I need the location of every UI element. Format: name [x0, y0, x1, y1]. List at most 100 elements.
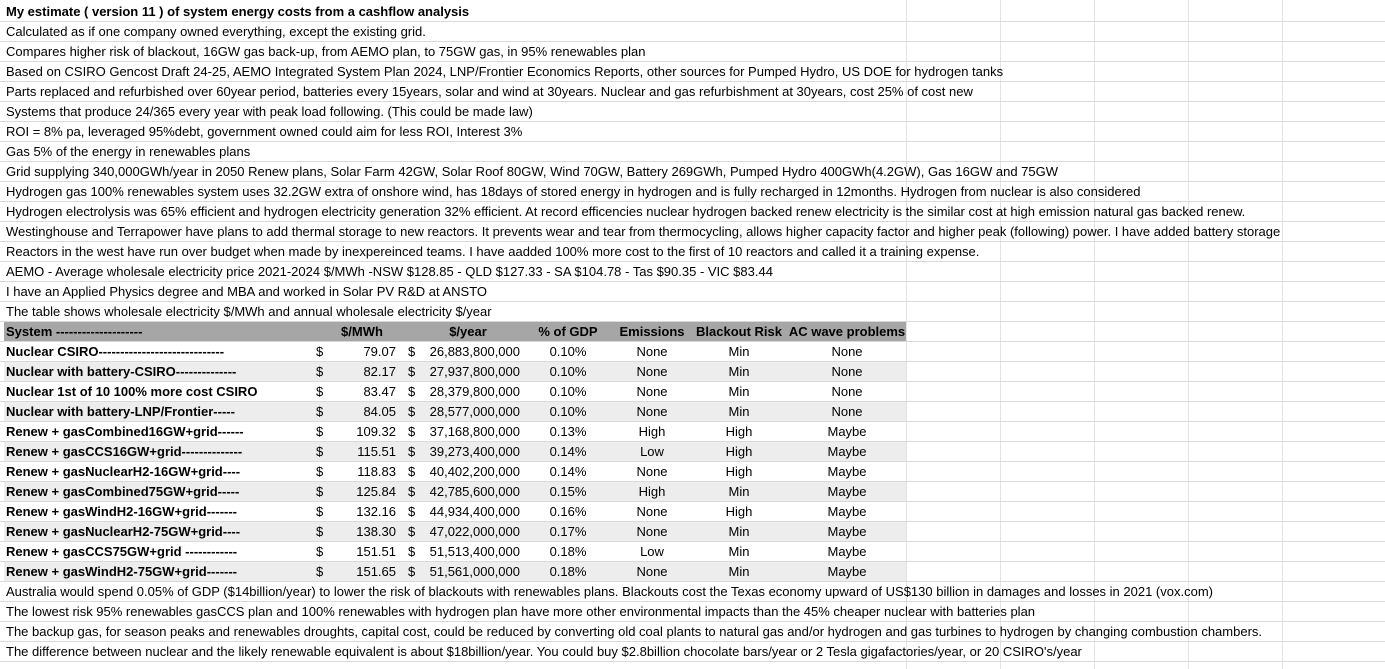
sheet-title[interactable]: My estimate ( version 11 ) of system ene… — [6, 4, 470, 19]
cell-year[interactable]: 37,168,800,000 — [429, 424, 520, 439]
note-line[interactable]: Based on CSIRO Gencost Draft 24-25, AEMO… — [6, 64, 1004, 79]
cell-currency[interactable]: $ — [316, 484, 324, 499]
cell-year[interactable]: 40,402,200,000 — [429, 464, 520, 479]
note-line[interactable]: Parts replaced and refurbished over 60ye… — [6, 84, 973, 99]
cell-ac-wave[interactable]: Maybe — [827, 524, 867, 539]
note-line[interactable]: Compares higher risk of blackout, 16GW g… — [6, 44, 646, 59]
note-line[interactable]: Reactors in the west have run over budge… — [6, 244, 980, 259]
cell-currency[interactable]: $ — [408, 404, 416, 419]
cell-currency[interactable]: $ — [316, 544, 324, 559]
cell-emissions[interactable]: None — [636, 404, 668, 419]
cell-system[interactable]: Renew + gasCCS16GW+grid-------------- — [6, 444, 243, 459]
header-emissions[interactable]: Emissions — [619, 324, 685, 339]
cell-currency[interactable]: $ — [316, 444, 324, 459]
note-line[interactable]: I have an Applied Physics degree and MBA… — [6, 284, 488, 299]
cell-gdp[interactable]: 0.14% — [549, 444, 587, 459]
cell-system[interactable]: Renew + gasWindH2-75GW+grid------- — [6, 564, 238, 579]
cell-blackout-risk[interactable]: Min — [728, 364, 750, 379]
cell-system[interactable]: Renew + gasWindH2-16GW+grid------- — [6, 504, 238, 519]
cell-blackout-risk[interactable]: High — [725, 504, 753, 519]
note-line[interactable]: The difference between nuclear and the l… — [6, 644, 1082, 659]
cell-mwh[interactable]: 132.16 — [356, 504, 396, 519]
cell-system[interactable]: Nuclear with battery-CSIRO-------------- — [6, 364, 237, 379]
cell-blackout-risk[interactable]: Min — [728, 524, 750, 539]
cell-emissions[interactable]: High — [638, 424, 666, 439]
cell-year[interactable]: 28,379,800,000 — [429, 384, 520, 399]
note-line[interactable]: The backup gas, for season peaks and ren… — [6, 624, 1263, 639]
cell-ac-wave[interactable]: Maybe — [827, 444, 867, 459]
cell-gdp[interactable]: 0.16% — [549, 504, 587, 519]
cell-currency[interactable]: $ — [408, 524, 416, 539]
cell-blackout-risk[interactable]: Min — [728, 384, 750, 399]
cell-year[interactable]: 27,937,800,000 — [429, 364, 520, 379]
cell-system[interactable]: Nuclear CSIRO---------------------------… — [6, 344, 225, 359]
cell-blackout-risk[interactable]: Min — [728, 404, 750, 419]
note-line[interactable]: The table shows wholesale electricity $/… — [6, 304, 492, 319]
cell-currency[interactable]: $ — [408, 464, 416, 479]
cell-currency[interactable]: $ — [408, 424, 416, 439]
cell-blackout-risk[interactable]: Min — [728, 544, 750, 559]
cell-currency[interactable]: $ — [316, 564, 324, 579]
cell-gdp[interactable]: 0.18% — [549, 544, 587, 559]
cell-year[interactable]: 42,785,600,000 — [429, 484, 520, 499]
note-line[interactable]: Gas 5% of the energy in renewables plans — [6, 144, 251, 159]
cell-emissions[interactable]: None — [636, 384, 668, 399]
cell-gdp[interactable]: 0.10% — [549, 344, 587, 359]
cell-blackout-risk[interactable]: High — [725, 464, 753, 479]
cell-system[interactable]: Renew + gasCCS75GW+grid ------------ — [6, 544, 238, 559]
cell-currency[interactable]: $ — [316, 524, 324, 539]
cell-emissions[interactable]: None — [636, 464, 668, 479]
cell-currency[interactable]: $ — [408, 444, 416, 459]
cell-system[interactable]: Nuclear 1st of 10 100% more cost CSIRO — [6, 384, 258, 399]
cell-ac-wave[interactable]: Maybe — [827, 424, 867, 439]
cell-currency[interactable]: $ — [408, 564, 416, 579]
cell-mwh[interactable]: 109.32 — [356, 424, 396, 439]
header-year[interactable]: $/year — [449, 324, 487, 339]
cell-ac-wave[interactable]: Maybe — [827, 504, 867, 519]
cell-emissions[interactable]: None — [636, 564, 668, 579]
cell-system[interactable]: Renew + gasNuclearH2-16GW+grid---- — [6, 464, 241, 479]
cell-system[interactable]: Nuclear with battery-LNP/Frontier----- — [6, 404, 235, 419]
cell-ac-wave[interactable]: None — [831, 404, 863, 419]
cell-currency[interactable]: $ — [408, 364, 416, 379]
header-blackout-risk[interactable]: Blackout Risk — [696, 324, 782, 339]
cell-mwh[interactable]: 79.07 — [363, 344, 396, 359]
cell-currency[interactable]: $ — [316, 504, 324, 519]
cell-mwh[interactable]: 151.65 — [356, 564, 396, 579]
cell-mwh[interactable]: 115.51 — [357, 444, 396, 459]
cell-gdp[interactable]: 0.18% — [549, 564, 587, 579]
cell-emissions[interactable]: Low — [640, 544, 664, 559]
cell-year[interactable]: 47,022,000,000 — [429, 524, 520, 539]
cell-mwh[interactable]: 83.47 — [363, 384, 396, 399]
note-line[interactable]: Systems that produce 24/365 every year w… — [6, 104, 533, 119]
cell-currency[interactable]: $ — [316, 384, 324, 399]
header-ac-wave[interactable]: AC wave problems — [788, 324, 906, 339]
note-line[interactable]: Australia would spend 0.05% of GDP ($14b… — [6, 584, 1213, 599]
cell-system[interactable]: Renew + gasNuclearH2-75GW+grid---- — [6, 524, 241, 539]
cell-emissions[interactable]: None — [636, 504, 668, 519]
cell-blackout-risk[interactable]: High — [725, 424, 753, 439]
cell-mwh[interactable]: 151.51 — [356, 544, 396, 559]
cell-gdp[interactable]: 0.14% — [549, 464, 587, 479]
cell-ac-wave[interactable]: None — [831, 344, 863, 359]
cell-currency[interactable]: $ — [408, 504, 416, 519]
cell-blackout-risk[interactable]: Min — [728, 564, 750, 579]
cell-ac-wave[interactable]: Maybe — [827, 464, 867, 479]
cell-gdp[interactable]: 0.17% — [549, 524, 587, 539]
cell-currency[interactable]: $ — [316, 344, 324, 359]
cell-currency[interactable]: $ — [316, 364, 324, 379]
cell-currency[interactable]: $ — [316, 404, 324, 419]
cell-currency[interactable]: $ — [408, 484, 416, 499]
note-line[interactable]: Grid supplying 340,000GWh/year in 2050 R… — [6, 164, 1059, 179]
cell-ac-wave[interactable]: Maybe — [827, 564, 867, 579]
note-line[interactable]: Hydrogen gas 100% renewables system uses… — [6, 184, 1141, 199]
cell-gdp[interactable]: 0.10% — [549, 364, 587, 379]
cell-gdp[interactable]: 0.10% — [549, 384, 587, 399]
cell-emissions[interactable]: High — [638, 484, 666, 499]
cell-mwh[interactable]: 118.83 — [357, 464, 396, 479]
header-gdp[interactable]: % of GDP — [538, 324, 598, 339]
cell-currency[interactable]: $ — [408, 344, 416, 359]
cell-year[interactable]: 28,577,000,000 — [429, 404, 520, 419]
note-line[interactable]: Calculated as if one company owned every… — [6, 24, 426, 39]
cell-ac-wave[interactable]: Maybe — [827, 484, 867, 499]
